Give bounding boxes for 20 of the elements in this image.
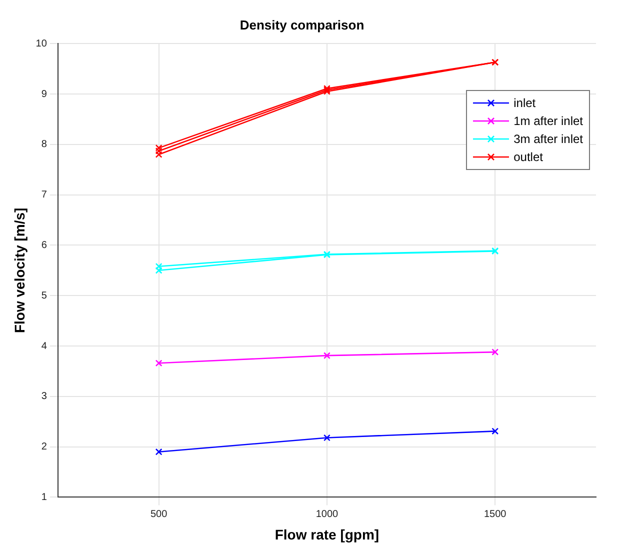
chart-title: Density comparison bbox=[240, 17, 364, 32]
y-axis-title: Flow velocity [m/s] bbox=[11, 208, 28, 334]
legend-label: 1m after inlet bbox=[514, 114, 583, 128]
x-axis-title: Flow rate [gpm] bbox=[274, 526, 380, 542]
y-tick-label: 2 bbox=[41, 442, 48, 453]
x-tick-label: 1000 bbox=[316, 508, 339, 520]
x-tick-label: 1500 bbox=[484, 508, 507, 520]
y-tick-label: 1 bbox=[41, 492, 48, 503]
y-tick-label: 6 bbox=[41, 240, 48, 251]
y-tick-label: 7 bbox=[41, 190, 48, 201]
y-tick-label: 5 bbox=[41, 290, 48, 302]
y-tick-label: 8 bbox=[41, 139, 48, 150]
y-tick-label: 3 bbox=[41, 391, 48, 402]
y-tick-label: 10 bbox=[36, 38, 48, 50]
x-tick-label: 500 bbox=[150, 508, 168, 520]
y-tick-label: 4 bbox=[41, 340, 48, 352]
legend-label: outlet bbox=[514, 150, 543, 164]
y-tick-label: 9 bbox=[41, 88, 48, 100]
legend-label: inlet bbox=[514, 96, 536, 110]
legend-label: 3m after inlet bbox=[514, 132, 583, 146]
